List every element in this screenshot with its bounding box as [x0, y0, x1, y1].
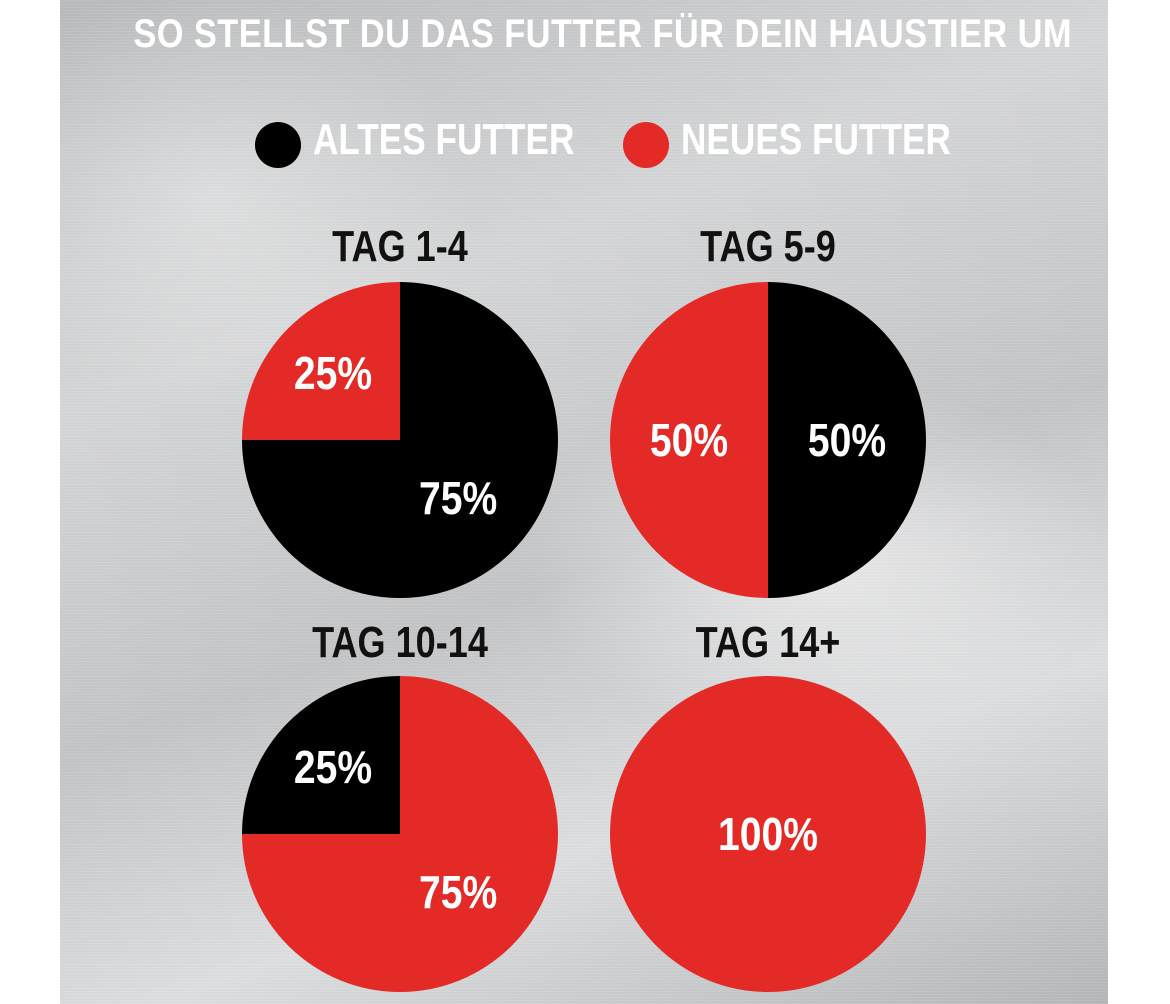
legend-swatch-altes-futter: [255, 122, 301, 168]
pie-label-neues-futter: 25%: [294, 348, 372, 400]
pie-slice-altes-futter: [768, 282, 926, 598]
pie-title-tag-10-14: TAG 10-14: [312, 618, 488, 667]
infographic-title: SO STELLST DU DAS FUTTER FÜR DEIN HAUSTI…: [133, 12, 1072, 56]
legend-swatch-neues-futter: [623, 122, 669, 168]
pie-label-neues-futter: 100%: [718, 809, 818, 861]
pie-chart-tag-10-14: 75% 25%: [242, 676, 558, 992]
pie-slice-neues-futter: [242, 282, 400, 440]
pie-chart-tag-14-plus: 100%: [610, 676, 926, 992]
legend-label-altes-futter: ALTES FUTTER: [313, 115, 575, 164]
pie-slice-altes-futter: [242, 676, 400, 834]
pie-slice-neues-futter: [610, 676, 926, 992]
pie-label-neues-futter: 50%: [650, 415, 728, 467]
pie-title-tag-14-plus: TAG 14+: [695, 618, 841, 667]
legend-label-neues-futter: NEUES FUTTER: [681, 115, 951, 164]
pie-slice-neues-futter: [610, 282, 768, 598]
pie-label-altes-futter: 50%: [808, 415, 886, 467]
pie-chart-tag-5-9: 50% 50%: [610, 282, 926, 598]
pie-label-altes-futter: 75%: [419, 473, 497, 525]
pie-chart-tag-1-4: 75% 25%: [242, 282, 558, 598]
pie-title-tag-1-4: TAG 1-4: [332, 222, 468, 271]
pie-label-neues-futter: 75%: [419, 867, 497, 919]
infographic-panel: SO STELLST DU DAS FUTTER FÜR DEIN HAUSTI…: [60, 0, 1108, 1004]
pie-title-tag-5-9: TAG 5-9: [700, 222, 836, 271]
pie-label-altes-futter: 25%: [294, 742, 372, 794]
